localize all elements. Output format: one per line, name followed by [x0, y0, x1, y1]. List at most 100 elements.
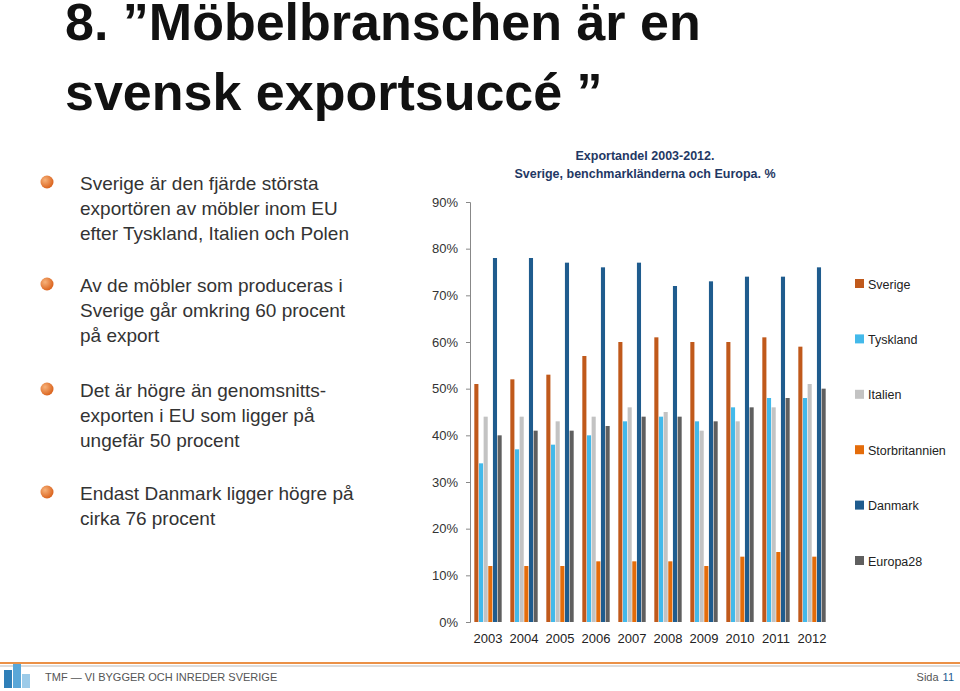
y-tick-label: 90%	[432, 195, 458, 210]
bars	[474, 258, 825, 622]
x-tick-label: 2011	[762, 631, 790, 646]
y-tick-mark	[466, 342, 470, 343]
bullet-text: cirka 76 procent	[80, 508, 216, 529]
legend-label: Europa28	[868, 555, 922, 569]
bullet-text: på export	[80, 325, 160, 346]
bar	[623, 421, 627, 622]
bar	[740, 557, 744, 622]
bar	[700, 431, 704, 622]
legend-label: Danmark	[868, 499, 919, 513]
bar	[618, 342, 622, 622]
y-tick: 10%	[432, 568, 470, 583]
x-tick-label: 2003	[474, 631, 503, 646]
x-tick-label: 2007	[618, 631, 647, 646]
bar	[695, 421, 699, 622]
y-tick: 20%	[432, 521, 470, 536]
y-tick-mark	[466, 295, 470, 296]
bar	[781, 277, 785, 622]
y-tick-label: 50%	[432, 381, 458, 396]
y-tick: 40%	[432, 428, 470, 443]
bar	[709, 281, 713, 622]
bullet-text: ungefär 50 procent	[80, 430, 240, 451]
bar	[515, 449, 519, 622]
x-tick: 2007	[618, 631, 647, 646]
y-tick-mark	[466, 249, 470, 250]
bar	[726, 342, 730, 622]
y-tick: 70%	[432, 288, 470, 303]
x-tick: 2006	[582, 631, 611, 646]
bar	[606, 426, 610, 622]
bullet-text: Av de möbler som produceras i	[80, 275, 343, 296]
x-tick: 2008	[654, 631, 683, 646]
x-tick: 2010	[726, 631, 755, 646]
logo-part	[22, 674, 30, 688]
footer-text: TMF — VI BYGGER OCH INREDER SVERIGE	[45, 671, 277, 683]
legend: SverigeTysklandItalienStorbritannienDanm…	[855, 278, 946, 569]
x-tick-label: 2012	[798, 631, 827, 646]
bar	[642, 417, 646, 622]
bar	[534, 431, 538, 622]
y-tick-label: 0%	[439, 615, 458, 630]
legend-swatch	[855, 556, 864, 565]
legend-swatch	[855, 501, 864, 510]
bar	[565, 263, 569, 622]
bullet-dot	[41, 278, 54, 291]
bullet-text: exporten i EU som ligger på	[80, 405, 315, 426]
bar	[628, 407, 632, 622]
bar	[510, 379, 514, 622]
bullet-dot	[41, 383, 54, 396]
y-tick: 0%	[439, 615, 470, 630]
bar	[520, 417, 524, 622]
x-tick-label: 2009	[690, 631, 719, 646]
bar	[808, 384, 812, 622]
bullet-text: Sverige går omkring 60 procent	[80, 300, 346, 321]
bar	[762, 337, 766, 622]
bar	[637, 263, 641, 622]
y-tick-mark	[466, 529, 470, 530]
bar	[556, 421, 560, 622]
x-tick-label: 2010	[726, 631, 755, 646]
chart: Exportandel 2003-2012. Sverige, benchmark…	[432, 149, 946, 646]
bar	[767, 398, 771, 622]
chart-subtitle: Sverige, benchmarkländerna och Europa. %	[514, 167, 775, 181]
x-tick: 2003	[474, 631, 503, 646]
bar	[498, 435, 502, 622]
slide-title: 8. ”Möbelbranschen är en	[65, 0, 701, 51]
legend-swatch	[855, 390, 864, 399]
bar	[493, 258, 497, 622]
bar	[678, 417, 682, 622]
bar	[803, 398, 807, 622]
slide: 8. ”Möbelbranschen är en svensk exportsuc…	[0, 0, 960, 691]
slide-title: svensk exportsuccé ”	[65, 63, 603, 121]
x-tick: 2005	[546, 631, 575, 646]
x-tick-label: 2005	[546, 631, 575, 646]
bullet-dot	[41, 176, 54, 189]
chart-title: Exportandel 2003-2012.	[576, 149, 715, 163]
bar-series	[498, 389, 826, 622]
footer-logo	[4, 664, 30, 688]
x-tick-label: 2006	[582, 631, 611, 646]
y-tick-mark	[466, 435, 470, 436]
bar	[582, 356, 586, 622]
footer-page-label: Sida	[917, 671, 940, 683]
bar	[587, 435, 591, 622]
bar	[776, 552, 780, 622]
bar	[745, 277, 749, 622]
bar	[673, 286, 677, 622]
y-tick-mark	[466, 575, 470, 576]
y-tick: 90%	[432, 195, 470, 210]
x-tick-label: 2004	[510, 631, 539, 646]
y-tick-label: 70%	[432, 288, 458, 303]
y-tick-mark	[466, 622, 470, 623]
bullet-text: Endast Danmark ligger högre på	[80, 483, 354, 504]
bar	[704, 566, 708, 622]
y-axis-line	[466, 203, 471, 623]
y-tick-label: 40%	[432, 428, 458, 443]
bar	[524, 566, 528, 622]
bar	[731, 407, 735, 622]
y-tick: 30%	[432, 475, 470, 490]
bullet-text: Sverige är den fjärde största	[80, 173, 319, 194]
x-tick: 2012	[798, 631, 827, 646]
legend-label: Storbritannien	[868, 444, 946, 458]
y-tick-label: 10%	[432, 568, 458, 583]
